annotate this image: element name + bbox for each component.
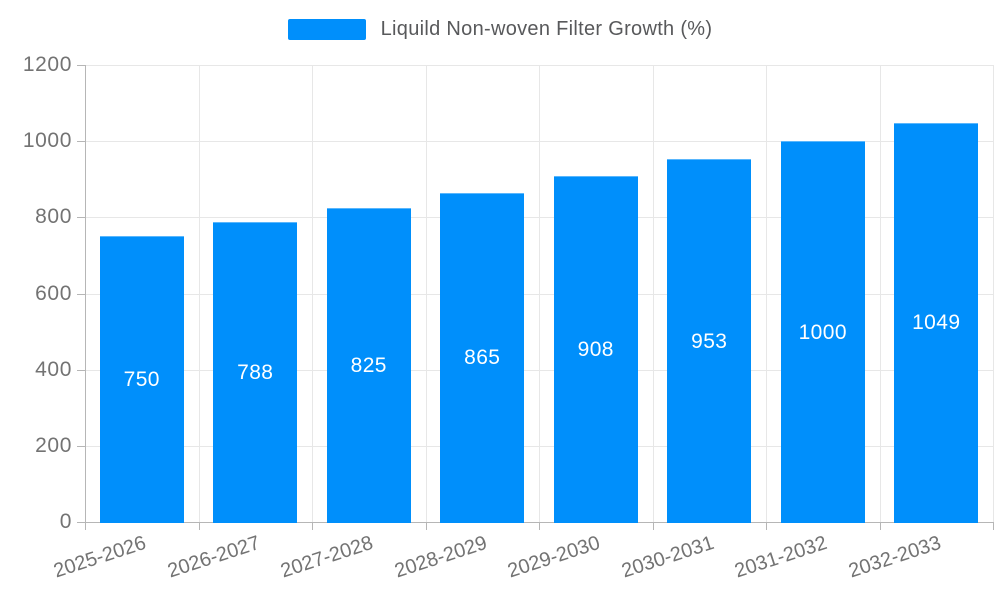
y-tick — [77, 369, 85, 371]
y-tick — [77, 141, 85, 143]
x-tick-label: 2027-2028 — [278, 531, 376, 583]
x-tick — [198, 522, 200, 530]
x-gridline — [652, 65, 654, 522]
y-tick-label: 200 — [35, 433, 72, 457]
y-tick-label: 1200 — [22, 53, 72, 76]
y-tick-label: 600 — [35, 281, 72, 305]
y-tick-label: 800 — [35, 205, 72, 229]
x-gridline — [993, 65, 994, 522]
x-gridline — [766, 65, 767, 522]
bar-value-label: 1049 — [912, 311, 961, 335]
y-tick — [77, 217, 85, 219]
bar-value-label: 788 — [237, 360, 274, 384]
x-tick — [539, 522, 540, 530]
x-tick — [425, 522, 427, 530]
legend-marker — [287, 19, 366, 40]
bar-value-label: 825 — [350, 353, 387, 377]
x-axis-line — [77, 522, 993, 523]
bar-value-label: 1000 — [798, 320, 847, 344]
x-tick — [766, 522, 767, 530]
x-gridline — [425, 65, 427, 522]
bar[interactable]: 825 — [326, 207, 411, 523]
y-axis-line — [85, 65, 86, 530]
y-tick-label: 1000 — [22, 129, 72, 153]
bar[interactable]: 1000 — [780, 141, 865, 523]
bar-value-label: 865 — [464, 346, 501, 370]
x-tick — [312, 522, 313, 530]
bar-value-label: 908 — [577, 338, 614, 362]
x-tick-label: 2030-2031 — [618, 531, 717, 583]
bar-value-label: 750 — [123, 368, 160, 392]
y-tick-label: 0 — [59, 510, 72, 533]
y-tick — [77, 293, 85, 295]
legend[interactable]: Liquild Non-woven Filter Growth (%) — [0, 18, 1000, 41]
x-gridline — [879, 65, 881, 522]
x-gridline — [198, 65, 200, 522]
x-tick-label: 2025-2026 — [51, 531, 149, 583]
x-tick-label: 2029-2030 — [505, 531, 603, 583]
bar[interactable]: 1049 — [894, 122, 979, 523]
bar[interactable]: 953 — [667, 159, 752, 523]
bar[interactable]: 788 — [213, 221, 298, 523]
x-tick-label: 2028-2029 — [391, 531, 490, 583]
y-tick — [77, 445, 85, 447]
x-tick — [879, 522, 881, 530]
x-tick — [993, 522, 994, 530]
x-tick-label: 2026-2027 — [164, 531, 263, 583]
bar[interactable]: 908 — [553, 176, 638, 523]
x-tick — [652, 522, 654, 530]
y-tick-label: 400 — [35, 357, 72, 381]
x-tick-label: 2031-2032 — [732, 531, 830, 583]
y-tick — [77, 65, 85, 66]
legend-label: Liquild Non-woven Filter Growth (%) — [380, 18, 713, 40]
x-tick-label: 2032-2033 — [845, 531, 944, 583]
bar-value-label: 953 — [691, 329, 728, 353]
bar[interactable]: 865 — [440, 192, 525, 523]
x-gridline — [539, 65, 540, 522]
x-gridline — [312, 65, 313, 522]
bar[interactable]: 750 — [99, 236, 184, 523]
